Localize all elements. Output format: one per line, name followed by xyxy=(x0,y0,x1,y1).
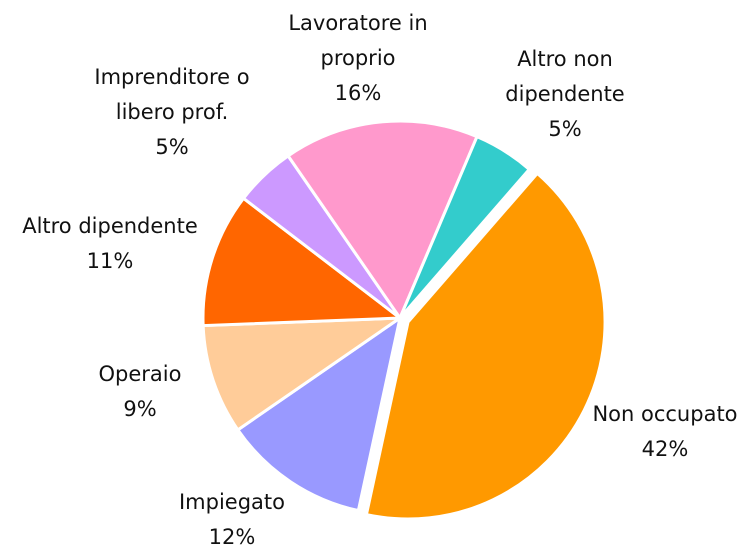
value-label: 16% xyxy=(334,81,382,105)
slice-label: Lavoratore in proprio 16% xyxy=(278,6,438,111)
category-label: Operaio xyxy=(98,362,182,386)
value-label: 5% xyxy=(155,135,189,159)
slice-label: Altro non dipendente 5% xyxy=(490,42,640,147)
category-label: Non occupato xyxy=(592,402,738,426)
value-label: 11% xyxy=(86,249,134,273)
slice-label: Non occupato 42% xyxy=(565,397,747,467)
slice-label: Imprenditore o libero prof. 5% xyxy=(82,60,262,165)
value-label: 42% xyxy=(641,437,689,461)
pie-slice xyxy=(286,119,479,322)
category-label: Altro non dipendente xyxy=(505,47,625,106)
slice-label: Impiegato 12% xyxy=(152,485,312,548)
slice-label: Altro dipendente 11% xyxy=(0,209,220,279)
slice-label: Operaio 9% xyxy=(70,357,210,427)
value-label: 5% xyxy=(548,117,582,141)
pie-slice xyxy=(235,314,403,513)
pie-slice xyxy=(398,134,532,319)
category-label: Imprenditore o libero prof. xyxy=(94,65,250,124)
value-label: 9% xyxy=(123,397,157,421)
category-label: Lavoratore in proprio xyxy=(288,11,428,70)
category-label: Altro dipendente xyxy=(22,214,198,238)
pie-slice xyxy=(201,196,405,328)
pie-slice xyxy=(364,171,607,521)
value-label: 12% xyxy=(208,525,256,548)
category-label: Impiegato xyxy=(178,490,285,514)
pie-slice xyxy=(201,316,406,432)
